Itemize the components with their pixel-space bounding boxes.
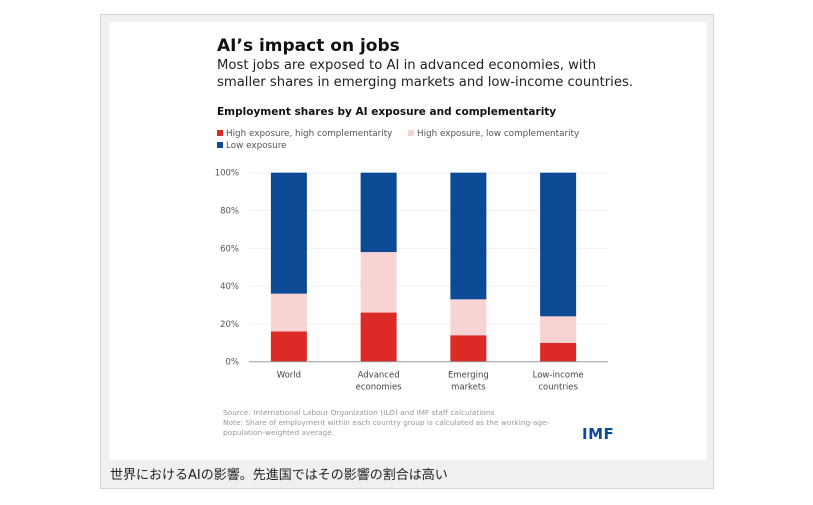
bar-segment	[540, 172, 577, 317]
bar-segment	[540, 342, 577, 362]
y-tick-label: 20%	[220, 320, 239, 330]
source-text: Source: International Labour Organizatio…	[223, 408, 495, 417]
legend-item-low: Low exposure	[217, 141, 287, 151]
imf-logo: IMF	[582, 425, 615, 443]
y-tick-label: 80%	[220, 207, 239, 217]
y-tick-label: 40%	[220, 282, 239, 292]
legend-label: High exposure, low complementarity	[417, 129, 580, 139]
bar-segment	[360, 252, 397, 313]
x-tick-label: Low-income	[533, 371, 584, 381]
bar-segment	[270, 293, 307, 332]
legend-item-high-low: High exposure, low complementarity	[408, 129, 579, 139]
legend-swatch	[408, 130, 414, 136]
legend-swatch	[217, 142, 223, 148]
y-tick-label: 100%	[215, 169, 239, 179]
bar-segment	[360, 312, 397, 362]
chart-subtitle: Most jobs are exposed to AI in advanced …	[217, 58, 634, 90]
x-tick-label: Emerging	[448, 371, 489, 381]
legend-item-high-high: High exposure, high complementarity	[217, 129, 392, 139]
bar-segment	[270, 172, 307, 294]
bar-segment	[360, 172, 397, 253]
y-tick-label: 60%	[220, 244, 239, 254]
x-tick-label: World	[277, 371, 301, 381]
bar-chart: 0% 20% 40% 60% 80% 100% World Advanced economies…	[215, 169, 608, 393]
chart-source: Source: International Labour Organizatio…	[223, 408, 563, 438]
bar-segment	[450, 299, 487, 336]
x-tick-label: Advanced	[358, 371, 400, 381]
bar-segment	[450, 335, 487, 362]
note-text: Note: Share of employment within each co…	[223, 418, 550, 437]
legend-label: High exposure, high complementarity	[226, 129, 393, 139]
legend-swatch	[217, 130, 223, 136]
chart-heading: Employment shares by AI exposure and com…	[217, 106, 557, 118]
bar-segment	[270, 331, 307, 362]
legend-label: Low exposure	[226, 141, 287, 151]
figure-caption: 世界におけるAIの影響。先進国ではその影響の割合は高い	[110, 468, 448, 483]
x-tick-label: markets	[451, 383, 486, 393]
figure-frame: AI’s impact on jobs Most jobs are expose…	[100, 14, 714, 489]
x-tick-label: countries	[538, 383, 578, 393]
y-tick-label: 0%	[226, 358, 240, 368]
bar-segment	[450, 172, 487, 300]
chart-image: AI’s impact on jobs Most jobs are expose…	[109, 22, 707, 460]
chart-title: AI’s impact on jobs	[217, 36, 400, 56]
bar-segment	[540, 316, 577, 343]
x-tick-label: economies	[356, 383, 403, 393]
